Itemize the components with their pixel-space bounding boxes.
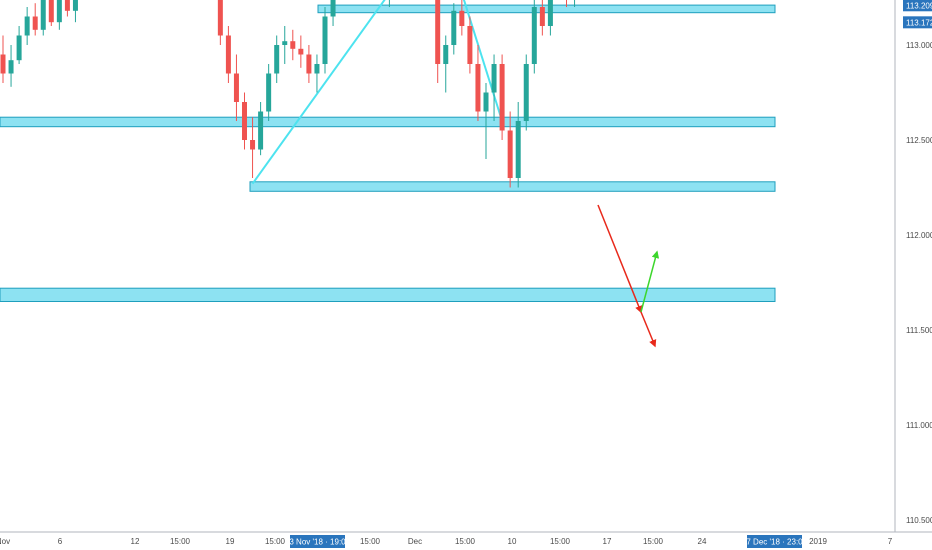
price-zones (0, 4, 776, 303)
candle-body (32, 16, 38, 30)
candle-body (475, 64, 481, 112)
candle-body (451, 10, 457, 46)
candle-body (491, 64, 497, 93)
projection-arrow (640, 250, 660, 313)
y-tick-label: 110.500 (906, 516, 932, 525)
candle-body (443, 45, 449, 64)
support-zone (249, 181, 776, 192)
candle-body (515, 121, 521, 178)
support-zone (0, 116, 776, 128)
candle-body (306, 54, 312, 74)
x-tick-label: 7 (888, 537, 893, 546)
time-badge-label: 23 Nov '18 · 19:00 (285, 538, 351, 547)
x-tick-label: 10 (508, 537, 517, 546)
candle-body (8, 60, 14, 74)
x-tick-label: 6 (58, 537, 63, 546)
candle-body (314, 64, 320, 74)
candlesticks (0, 0, 576, 188)
x-tick-label: 15:00 (265, 537, 286, 546)
candle-body (233, 73, 239, 102)
candle-body (499, 64, 505, 131)
candle-body (483, 92, 489, 112)
candle-body (282, 41, 288, 45)
x-tick-label: 17 (603, 537, 612, 546)
time-badge (747, 535, 802, 548)
candle-body (16, 35, 22, 61)
candle-body (507, 130, 513, 178)
candle-body (48, 0, 54, 23)
trendline (251, 0, 386, 185)
y-tick-label: 112.000 (906, 231, 932, 240)
trendlines (251, 0, 504, 185)
x-tick-label: Dec (408, 537, 422, 546)
candle-body (64, 0, 70, 11)
x-tick-label: 12 (131, 537, 140, 546)
level-badge (903, 0, 932, 12)
candle-body (435, 0, 441, 64)
x-tick-label: 15:00 (170, 537, 191, 546)
support-zone (317, 4, 776, 14)
x-tick-label: 15:00 (360, 537, 381, 546)
candle-body (40, 0, 46, 30)
candle-body (330, 0, 336, 17)
time-badge-label: 27 Dec '18 · 23:00 (742, 538, 808, 547)
candle-body (459, 10, 465, 26)
projection-arrows (597, 204, 660, 348)
candle-body (242, 102, 247, 140)
y-tick-label: 111.000 (906, 421, 932, 430)
time-badge (290, 535, 345, 548)
candle-body (24, 16, 30, 36)
support-zone (0, 287, 776, 303)
price-axis-bg (895, 0, 932, 532)
x-tick-label: 2019 (809, 537, 827, 546)
x-tick-label: 24 (698, 537, 707, 546)
candle-body (322, 16, 328, 64)
projection-arrow (640, 311, 657, 348)
candle-body (56, 0, 62, 23)
candle-body (250, 140, 256, 150)
time-axis[interactable]: Nov 6 12 15:00 19 15:00 15:00 Dec 15:00 10 15:00 17… (0, 531, 932, 548)
projection-arrow (597, 204, 643, 314)
x-tick-label: 15:00 (455, 537, 476, 546)
candle-body (290, 41, 296, 49)
candle-body (266, 73, 272, 112)
candle-body (72, 0, 78, 11)
y-tick-label: 112.500 (906, 136, 932, 145)
level-label: 113.172 (906, 18, 932, 27)
x-tick-label: 19 (226, 537, 235, 546)
candle-body (298, 48, 304, 55)
y-tick-label: 113.000 (906, 41, 932, 50)
level-badge (903, 16, 932, 29)
x-tick-label: 15:00 (643, 537, 664, 546)
candle-body (225, 35, 231, 74)
x-tick-label: Nov (0, 537, 10, 546)
level-label: 113.209 (906, 1, 932, 10)
price-axis[interactable]: 115.500115.000114.500114.000113.500113.0… (894, 0, 932, 532)
candle-body (531, 7, 537, 64)
candle-body (523, 64, 529, 121)
candle-body (547, 0, 553, 26)
candle-body (0, 54, 6, 74)
y-tick-label: 111.500 (906, 326, 932, 335)
x-tick-label: 15:00 (550, 537, 571, 546)
candle-body (217, 0, 223, 36)
candle-body (467, 26, 473, 64)
trendline (462, 0, 504, 122)
candle-body (539, 7, 545, 26)
candle-body (258, 111, 264, 150)
candle-body (274, 45, 280, 74)
